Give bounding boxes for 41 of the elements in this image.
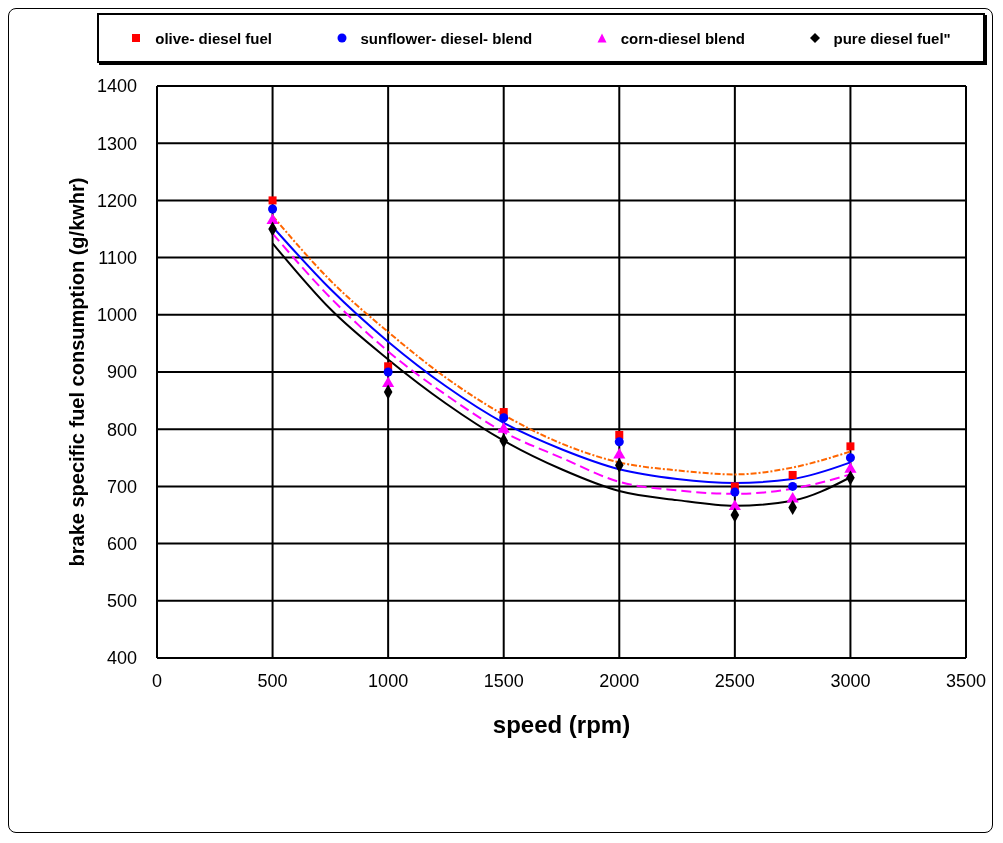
point <box>788 470 797 479</box>
y-tick-label: 800 <box>106 419 137 440</box>
x-tick-label: 3500 <box>945 670 987 691</box>
x-tick-label: 2000 <box>599 670 640 691</box>
point <box>268 196 277 205</box>
point <box>383 367 393 377</box>
point <box>614 437 624 447</box>
legend-label: corn-diesel blend <box>620 29 745 47</box>
x-tick-label: 2500 <box>714 670 755 691</box>
y-tick-label: 900 <box>106 362 137 383</box>
x-tick-label: 1000 <box>368 670 409 691</box>
y-tick-label: 400 <box>106 648 137 669</box>
legend-label: pure diesel fuel" <box>833 29 951 47</box>
y-tick-label: 1400 <box>96 76 137 97</box>
y-axis-title: brake specific fuel consumption (g/kwhr) <box>66 177 89 567</box>
point <box>844 462 857 473</box>
point <box>268 204 278 214</box>
x-axis-title: speed (rpm) <box>492 711 631 739</box>
point <box>382 376 395 387</box>
legend-label: sunflower- diesel- blend <box>360 29 533 47</box>
point <box>728 499 741 510</box>
x-tick-label: 3000 <box>830 670 871 691</box>
point <box>613 447 626 459</box>
x-tick-label: 1500 <box>483 670 524 691</box>
point <box>846 442 855 451</box>
y-tick-label: 700 <box>106 476 137 497</box>
point <box>788 481 798 491</box>
point <box>497 422 510 433</box>
point <box>730 487 740 497</box>
point <box>266 213 279 224</box>
y-tick-label: 1000 <box>96 305 137 326</box>
y-tick-label: 1100 <box>98 247 137 268</box>
y-tick-label: 500 <box>106 591 137 612</box>
legend-label: olive- diesel fuel <box>155 29 272 47</box>
x-tick-label: 500 <box>257 670 288 691</box>
y-tick-label: 600 <box>106 533 137 554</box>
y-tick-label: 1200 <box>96 190 137 211</box>
point <box>845 453 855 463</box>
point <box>499 413 509 423</box>
y-tick-label: 1300 <box>96 133 137 154</box>
x-tick-label: 0 <box>151 670 163 691</box>
